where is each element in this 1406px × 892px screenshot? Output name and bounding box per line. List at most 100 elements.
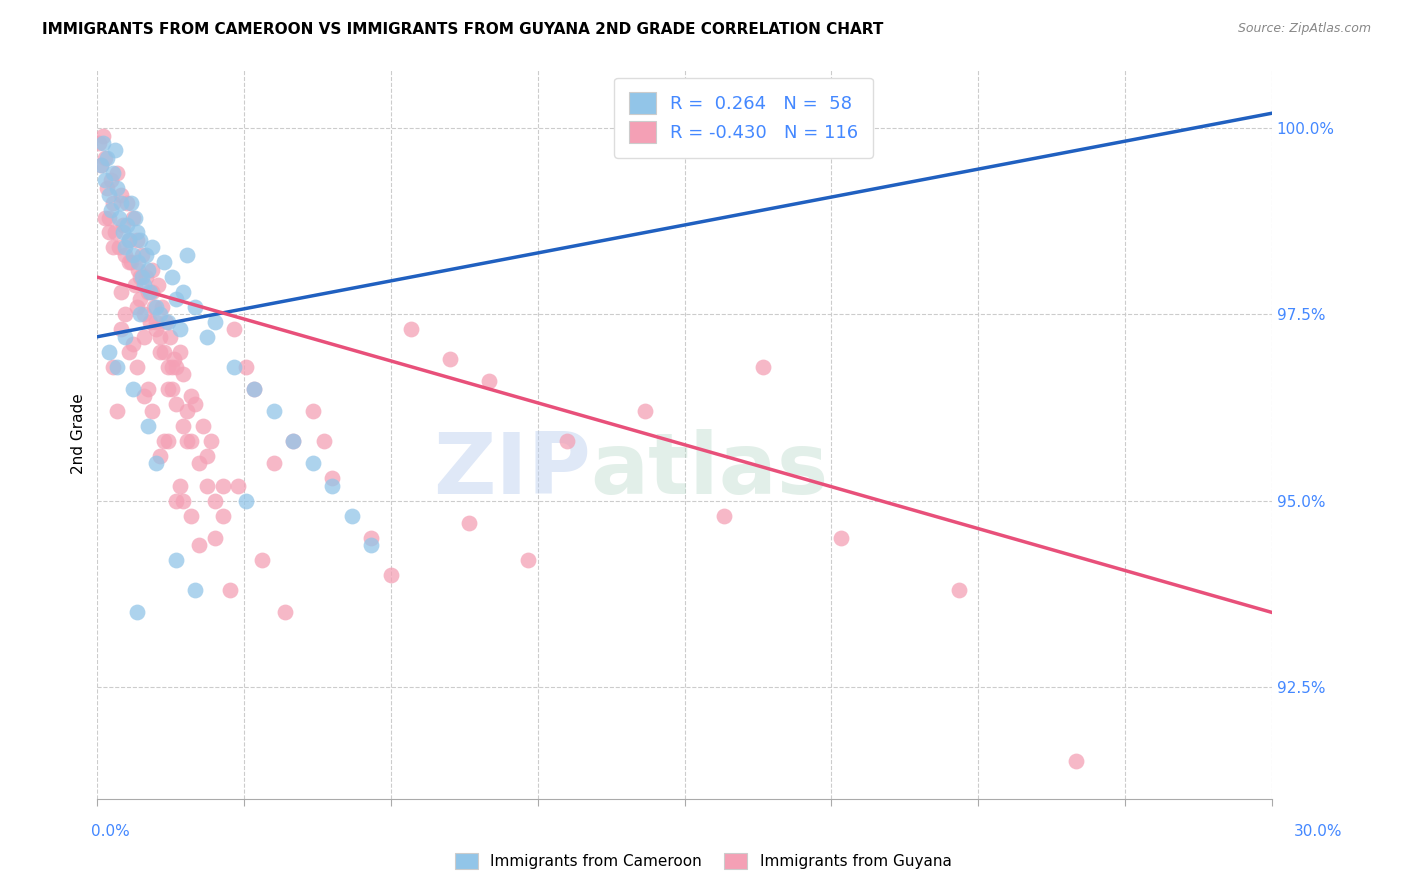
Point: [160, 382, 183, 396]
Point: [129, 270, 152, 285]
Point: [243, 382, 266, 396]
Point: [211, 508, 233, 523]
Point: [173, 367, 195, 381]
Point: [110, 195, 132, 210]
Point: [948, 583, 970, 598]
Point: [184, 583, 207, 598]
Point: [188, 457, 211, 471]
Point: [124, 211, 146, 225]
Point: [136, 285, 159, 299]
Point: [125, 226, 148, 240]
Point: [458, 516, 481, 530]
Point: [90, 158, 112, 172]
Point: [155, 315, 177, 329]
Point: [127, 262, 149, 277]
Point: [153, 434, 176, 448]
Point: [188, 538, 211, 552]
Point: [195, 449, 218, 463]
Point: [98, 226, 121, 240]
Point: [134, 277, 156, 292]
Point: [121, 382, 143, 396]
Point: [281, 434, 304, 448]
Point: [98, 188, 121, 202]
Point: [250, 553, 273, 567]
Point: [120, 195, 142, 210]
Point: [89, 136, 111, 150]
Point: [156, 382, 179, 396]
Point: [134, 307, 156, 321]
Point: [111, 218, 134, 232]
Point: [108, 211, 131, 225]
Point: [145, 322, 167, 336]
Point: [136, 262, 159, 277]
Point: [129, 307, 152, 321]
Point: [399, 322, 422, 336]
Point: [1064, 755, 1087, 769]
Point: [274, 606, 297, 620]
Point: [159, 330, 181, 344]
Point: [173, 493, 195, 508]
Point: [153, 344, 176, 359]
Point: [100, 203, 122, 218]
Point: [105, 359, 128, 374]
Point: [176, 434, 198, 448]
Point: [121, 248, 143, 262]
Point: [204, 531, 226, 545]
Point: [125, 233, 148, 247]
Text: 0.0%: 0.0%: [91, 824, 131, 838]
Point: [226, 479, 249, 493]
Point: [321, 471, 343, 485]
Point: [125, 606, 148, 620]
Point: [134, 389, 156, 403]
Point: [115, 218, 138, 232]
Point: [118, 233, 141, 247]
Point: [263, 404, 285, 418]
Point: [101, 195, 124, 210]
Point: [101, 240, 124, 254]
Legend: R =  0.264   N =  58, R = -0.430   N = 116: R = 0.264 N = 58, R = -0.430 N = 116: [614, 78, 873, 158]
Point: [163, 352, 186, 367]
Point: [110, 285, 132, 299]
Point: [184, 300, 207, 314]
Point: [169, 344, 191, 359]
Point: [141, 285, 163, 299]
Point: [127, 255, 149, 269]
Point: [131, 270, 153, 285]
Point: [111, 226, 134, 240]
Point: [141, 404, 163, 418]
Point: [129, 293, 152, 307]
Point: [156, 359, 179, 374]
Point: [121, 211, 143, 225]
Point: [184, 397, 207, 411]
Point: [145, 457, 167, 471]
Point: [115, 195, 138, 210]
Point: [94, 151, 117, 165]
Point: [301, 457, 323, 471]
Point: [165, 293, 187, 307]
Point: [125, 359, 148, 374]
Point: [101, 359, 124, 374]
Point: [200, 434, 222, 448]
Point: [165, 493, 187, 508]
Text: Source: ZipAtlas.com: Source: ZipAtlas.com: [1237, 22, 1371, 36]
Point: [224, 322, 246, 336]
Point: [139, 285, 162, 299]
Point: [517, 553, 540, 567]
Text: IMMIGRANTS FROM CAMEROON VS IMMIGRANTS FROM GUYANA 2ND GRADE CORRELATION CHART: IMMIGRANTS FROM CAMEROON VS IMMIGRANTS F…: [42, 22, 883, 37]
Point: [96, 151, 118, 165]
Point: [165, 553, 187, 567]
Point: [173, 419, 195, 434]
Text: ZIP: ZIP: [433, 429, 591, 512]
Point: [129, 233, 152, 247]
Point: [360, 538, 382, 552]
Point: [180, 434, 202, 448]
Point: [118, 255, 141, 269]
Point: [141, 240, 163, 254]
Point: [235, 359, 257, 374]
Point: [713, 508, 735, 523]
Point: [360, 531, 382, 545]
Point: [180, 508, 202, 523]
Point: [145, 315, 167, 329]
Point: [235, 493, 257, 508]
Point: [141, 262, 163, 277]
